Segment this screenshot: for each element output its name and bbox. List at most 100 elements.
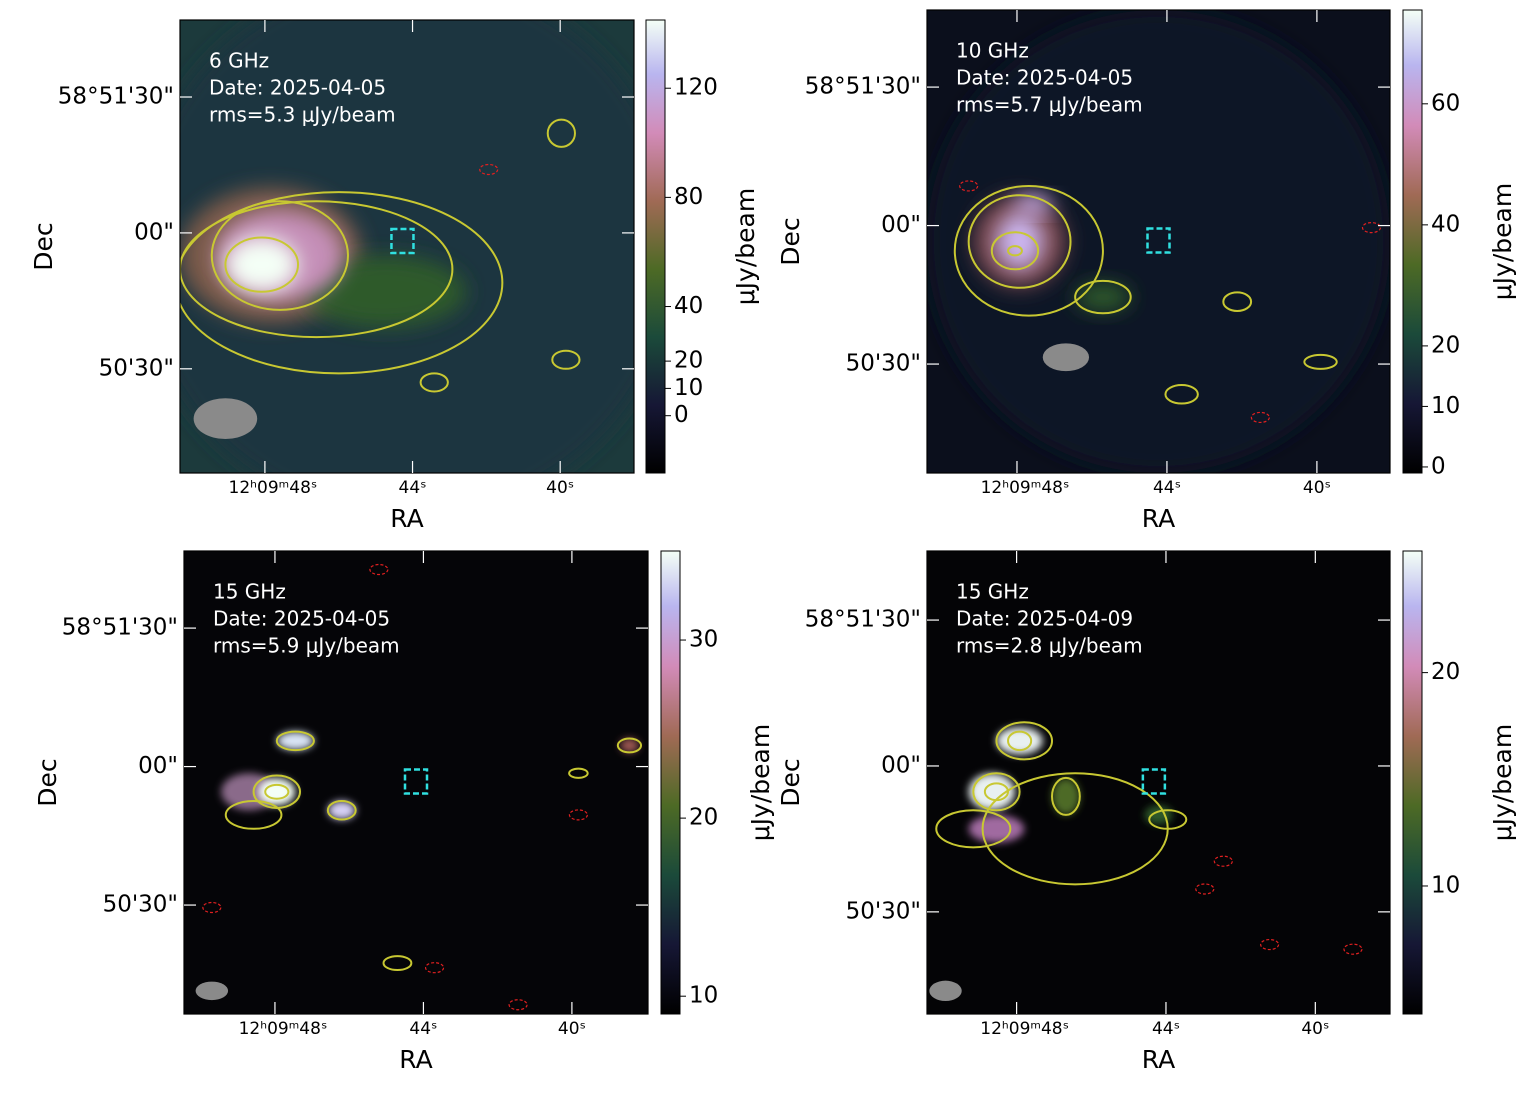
x-axis-label: RA [390,504,423,533]
target-box [1146,227,1171,254]
negative-contour [424,962,445,974]
plot-frame [926,9,1391,474]
beam [195,981,229,1001]
emission [180,20,634,473]
contour [224,236,300,293]
annotation: Date: 2025-04-05 [213,607,390,631]
y-axis-label: Dec [29,222,58,270]
colorbar-tick-label: 40 [1431,211,1460,237]
contour [568,767,589,779]
negative-contour [369,563,389,576]
negative-contour [1361,222,1382,234]
target-box [390,227,415,255]
negative-contour [1250,411,1270,424]
y-tick-label: 00" [138,753,178,779]
x-tick-label: 44ˢ [399,478,427,498]
y-axis-label: Dec [776,217,805,265]
colorbar [645,19,666,474]
annotation: 10 GHz [956,39,1029,63]
colorbar-tick-label: 10 [689,983,718,1009]
colorbar [1402,9,1423,474]
target-box [1141,768,1167,795]
colorbar-tick-label: 0 [1431,453,1446,479]
emission [1075,283,1131,311]
y-axis-label: Dec [776,758,805,806]
annotation: rms=5.7 μJy/beam [956,93,1143,117]
x-axis-label: RA [399,1045,432,1074]
x-tick-label: 40ˢ [1301,1019,1329,1039]
colorbar-tick-label: 60 [1431,90,1460,116]
emission [276,731,314,751]
x-tick-label: 44ˢ [409,1019,437,1039]
annotation: Date: 2025-04-09 [956,607,1133,631]
annotation: 15 GHz [956,580,1029,604]
x-tick-label: 12ʰ09ᵐ48ˢ [239,1019,328,1039]
colorbar [1402,550,1423,1015]
colorbar-tick-label: 10 [674,375,703,401]
emission [1014,195,1053,214]
panel: 15 GHz Date: 2025-04-09 rms=2.8 μJy/beam 12… [776,550,1517,1074]
y-tick-label: 58°51'30" [62,615,178,641]
emission [620,738,639,753]
colorbar [660,550,681,1015]
y-tick-label: 00" [881,212,921,238]
contour [275,730,315,752]
colorbar-tick-label: 20 [689,805,718,831]
contour [990,231,1040,271]
contour [224,800,283,830]
y-tick-label: 00" [881,752,921,778]
emission [996,213,1043,270]
colorbar-tick-label: 30 [689,627,718,653]
contour [419,372,449,393]
contour [264,783,290,800]
colorbar-label: μJy/beam [1488,724,1517,841]
x-tick-label: 12ʰ09ᵐ48ˢ [980,1019,1069,1039]
contour [995,721,1054,761]
contour [546,118,576,148]
contour [1007,245,1023,257]
colorbar-tick-label: 80 [674,184,703,210]
x-tick-label: 40ˢ [1303,478,1331,498]
negative-contour [959,180,979,192]
negative-contour [202,901,222,914]
annotation: 15 GHz [213,580,286,604]
contour [1164,384,1199,405]
annotation: rms=2.8 μJy/beam [956,634,1143,658]
contour [935,809,1012,849]
contour [1303,353,1338,370]
negative-contour [568,809,588,821]
emission [996,726,1043,755]
emission [1052,777,1080,815]
contour [1051,776,1081,816]
contour [180,191,504,375]
annotation: rms=5.3 μJy/beam [209,103,396,127]
annotation: Date: 2025-04-05 [956,66,1133,90]
x-axis-label: RA [1142,1045,1175,1074]
contour [382,955,413,972]
x-tick-label: 40ˢ [546,478,574,498]
image-area [927,10,1390,473]
contour [1222,291,1253,312]
contour [210,200,349,311]
y-tick-label: 50'30" [846,351,921,377]
contour [1074,279,1132,315]
y-tick-label: 58°51'30" [805,607,921,633]
contour [967,194,1072,289]
target-box [403,768,429,795]
plot-frame [183,550,649,1015]
beam [193,398,258,440]
panel: 6 GHz Date: 2025-04-05 rms=5.3 μJy/beam 12ʰ… [29,19,760,533]
x-tick-label: 44ˢ [1152,1019,1180,1039]
plot-frame [179,19,635,474]
negative-contour [1343,943,1363,955]
y-tick-label: 58°51'30" [58,84,174,110]
emission [258,777,296,806]
image-area [180,20,634,473]
negative-contour [1260,938,1280,951]
panel: 15 GHz Date: 2025-04-05 rms=5.9 μJy/beam 12… [33,550,775,1074]
beam [929,980,962,1002]
x-tick-label: 40ˢ [558,1019,586,1039]
colorbar-label: μJy/beam [1488,183,1517,300]
y-tick-label: 00" [134,219,174,245]
